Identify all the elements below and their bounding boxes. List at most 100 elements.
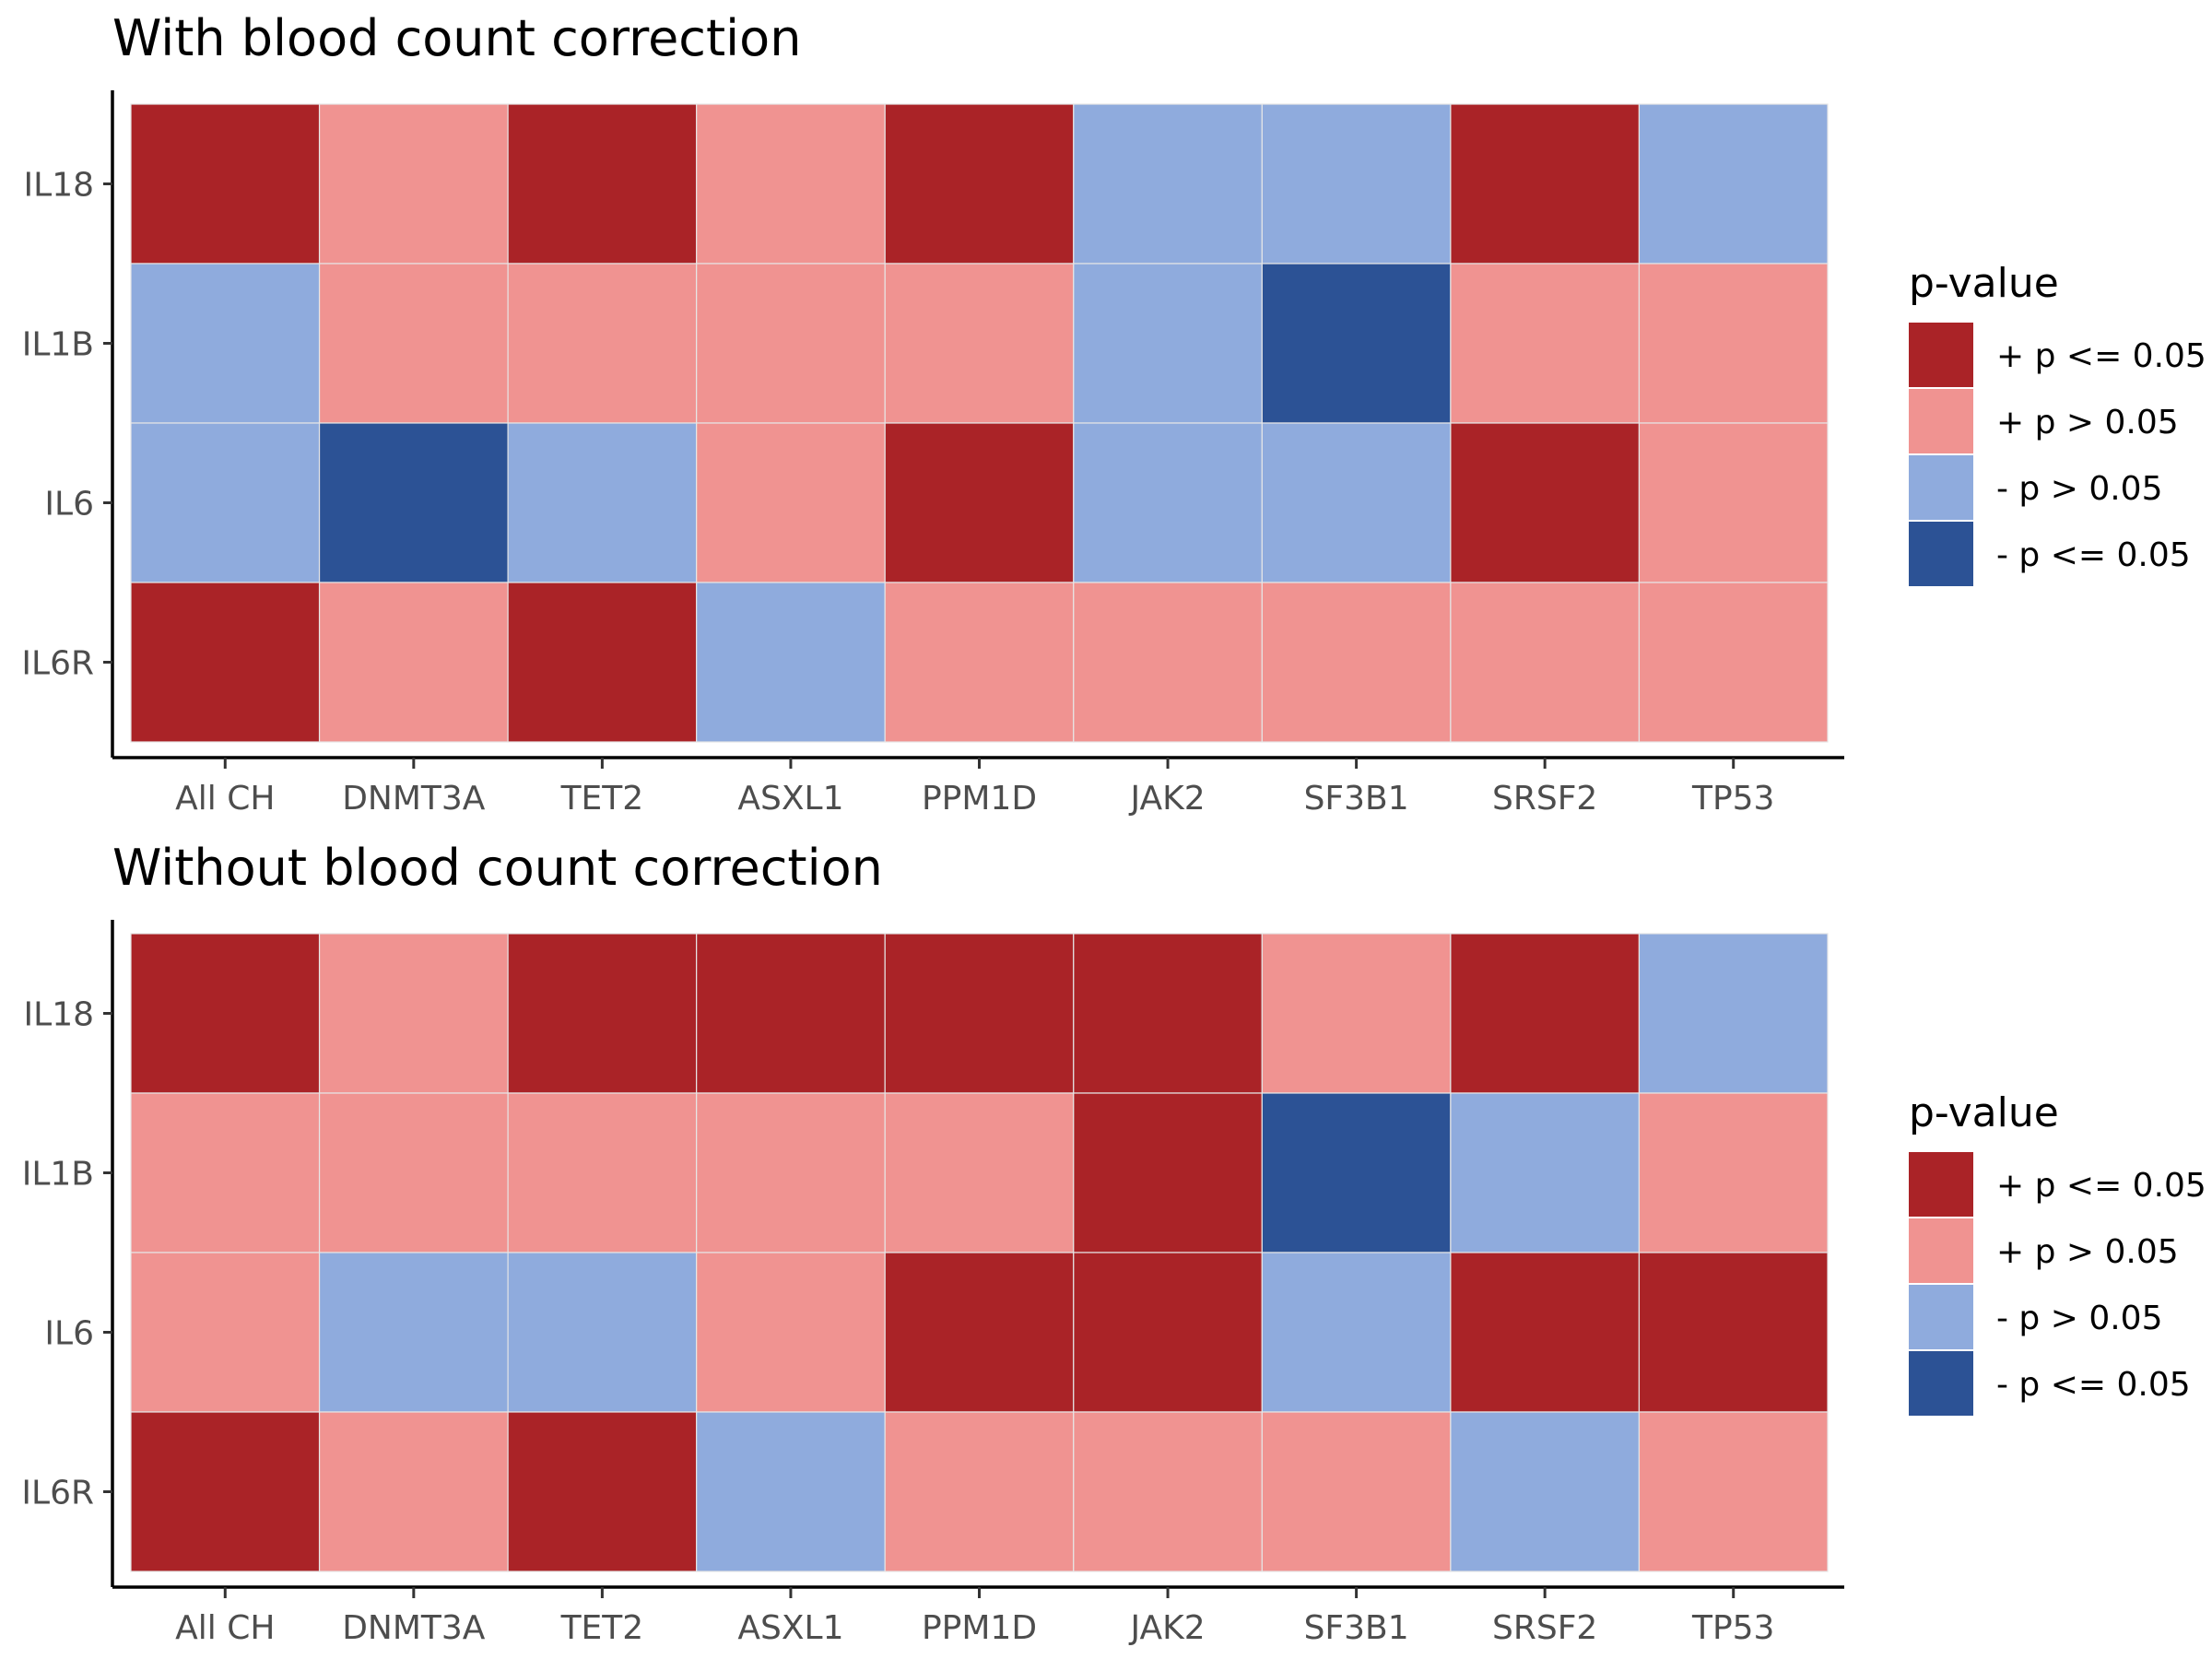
heatmap-cell-IL1B-ASXL1 [696, 263, 886, 424]
heatmap-cell-IL6-SF3B1 [1261, 422, 1452, 583]
heatmap-panel-2: Without blood count correction IL18 IL1B IL… [21, 839, 2206, 1647]
heatmap-cell-IL18-TP53 [1638, 933, 1829, 1094]
heatmap-cell-IL18-TP53 [1638, 103, 1829, 265]
heatmap-cell-IL18-JAK2 [1073, 103, 1263, 265]
x-tick-label: SF3B1 [1304, 1609, 1409, 1647]
heatmap-cell-IL18-TET2 [507, 103, 698, 265]
heatmap-cell-IL6R-TP53 [1638, 582, 1829, 743]
heatmap-cell-IL1B-TET2 [507, 1092, 698, 1253]
heatmap-cell-IL6R-DNMT3A [318, 582, 509, 743]
x-tick-label: All CH [175, 1609, 275, 1647]
legend-title: p-value [1909, 1089, 2059, 1136]
legend-label: + p <= 0.05 [1996, 1167, 2206, 1205]
legend-label: - p > 0.05 [1996, 470, 2163, 508]
heatmap-cell-IL6-PPM1D [884, 422, 1075, 583]
x-tick-label: TP53 [1691, 780, 1775, 818]
heatmap-cell-IL1B-PPM1D [884, 1092, 1075, 1253]
heatmap-cell-IL18-ASXL1 [696, 933, 886, 1094]
legend-title: p-value [1909, 260, 2059, 307]
heatmap-cell-IL18-SRSF2 [1450, 103, 1641, 265]
y-tick-label: IL6R [21, 645, 94, 683]
heatmap-cell-IL6R-JAK2 [1073, 1411, 1263, 1572]
x-tick-label: All CH [175, 780, 275, 818]
heatmap-cell-IL6-JAK2 [1073, 1252, 1263, 1413]
heatmap-cell-IL1B-DNMT3A [318, 1092, 509, 1253]
heatmap-cell-IL6-PPM1D [884, 1252, 1075, 1413]
x-tick-label: SRSF2 [1492, 780, 1597, 818]
heatmap-cell-IL6R-All CH [130, 582, 321, 743]
heatmap-cell-IL18-All CH [130, 103, 321, 265]
heatmap-cell-IL6-SF3B1 [1261, 1252, 1452, 1413]
heatmap-panel-1: With blood count correction IL18 IL1B IL6 IL… [21, 9, 2206, 818]
legend-swatch [1909, 389, 1973, 453]
x-tick-label: SRSF2 [1492, 1609, 1597, 1647]
heatmap-cell-IL18-JAK2 [1073, 933, 1263, 1094]
x-tick-label: PPM1D [922, 1609, 1037, 1647]
x-tick-label: TP53 [1691, 1609, 1775, 1647]
y-tick-label: IL6 [44, 486, 94, 524]
heatmap-cell-IL6R-ASXL1 [696, 582, 886, 743]
heatmap-cell-IL1B-SRSF2 [1450, 263, 1641, 424]
heatmap-cell-IL6R-PPM1D [884, 582, 1075, 743]
y-tick-label: IL6 [44, 1315, 94, 1353]
heatmap-cell-IL6R-SRSF2 [1450, 1411, 1641, 1572]
x-tick-label: DNMT3A [342, 1609, 486, 1647]
heatmap-cell-IL1B-SF3B1 [1261, 1092, 1452, 1253]
heatmap-cell-IL1B-TP53 [1638, 263, 1829, 424]
heatmap-cell-IL6R-PPM1D [884, 1411, 1075, 1572]
heatmap-cell-IL18-SF3B1 [1261, 933, 1452, 1094]
heatmap-cell-IL6-TP53 [1638, 422, 1829, 583]
heatmap-cell-IL6R-TET2 [507, 1411, 698, 1572]
legend-label: + p > 0.05 [1996, 404, 2179, 441]
heatmap-cell-IL6-All CH [130, 1252, 321, 1413]
heatmap-cell-IL6R-SRSF2 [1450, 582, 1641, 743]
heatmap-cell-IL6R-DNMT3A [318, 1411, 509, 1572]
heatmap-cell-IL6R-ASXL1 [696, 1411, 886, 1572]
heatmap-cell-IL6R-TP53 [1638, 1411, 1829, 1572]
heatmap-cell-IL6-ASXL1 [696, 1252, 886, 1413]
heatmap-cell-IL18-SF3B1 [1261, 103, 1452, 265]
y-tick-label: IL18 [24, 167, 94, 205]
heatmap-cell-IL6-All CH [130, 422, 321, 583]
heatmap-cell-IL6-JAK2 [1073, 422, 1263, 583]
x-tick-label: TET2 [560, 1609, 644, 1647]
y-tick-label: IL18 [24, 996, 94, 1034]
heatmap-cell-IL18-ASXL1 [696, 103, 886, 265]
heatmap-cell-IL6-DNMT3A [318, 1252, 509, 1413]
x-tick-label: ASXL1 [737, 1609, 843, 1647]
x-tick-label: DNMT3A [342, 780, 486, 818]
heatmap-cell-IL1B-All CH [130, 1092, 321, 1253]
heatmap-cell-IL6-TET2 [507, 1252, 698, 1413]
heatmap-cell-IL1B-JAK2 [1073, 263, 1263, 424]
heatmap-cell-IL6-TP53 [1638, 1252, 1829, 1413]
legend-label: + p > 0.05 [1996, 1233, 2179, 1271]
legend-swatch [1909, 522, 1973, 586]
heatmap-cells [130, 933, 1829, 1572]
heatmap-cells [130, 103, 1829, 743]
heatmap-cell-IL6R-TET2 [507, 582, 698, 743]
heatmap-cell-IL18-PPM1D [884, 103, 1075, 265]
x-tick-label: JAK2 [1128, 780, 1205, 818]
heatmap-cell-IL6-DNMT3A [318, 422, 509, 583]
legend-swatch [1909, 1152, 1973, 1217]
heatmap-cell-IL18-DNMT3A [318, 103, 509, 265]
x-tick-label: PPM1D [922, 780, 1037, 818]
legend-swatch [1909, 1218, 1973, 1283]
heatmap-cell-IL6R-SF3B1 [1261, 582, 1452, 743]
legend: p-value + p <= 0.05 + p > 0.05 - p > 0.05 - … [1909, 1089, 2206, 1416]
heatmap-cell-IL18-PPM1D [884, 933, 1075, 1094]
heatmap-cell-IL6-SRSF2 [1450, 422, 1641, 583]
legend-swatch [1909, 455, 1973, 520]
x-tick-label: ASXL1 [737, 780, 843, 818]
heatmap-cell-IL1B-SRSF2 [1450, 1092, 1641, 1253]
y-tick-label: IL6R [21, 1475, 94, 1512]
heatmap-cell-IL18-SRSF2 [1450, 933, 1641, 1094]
heatmap-cell-IL18-TET2 [507, 933, 698, 1094]
y-tick-label: IL1B [22, 1156, 94, 1194]
legend-swatch [1909, 1351, 1973, 1416]
y-tick-label: IL1B [22, 326, 94, 364]
legend: p-value + p <= 0.05 + p > 0.05 - p > 0.05 - … [1909, 260, 2206, 586]
heatmap-cell-IL1B-ASXL1 [696, 1092, 886, 1253]
heatmap-cell-IL1B-JAK2 [1073, 1092, 1263, 1253]
